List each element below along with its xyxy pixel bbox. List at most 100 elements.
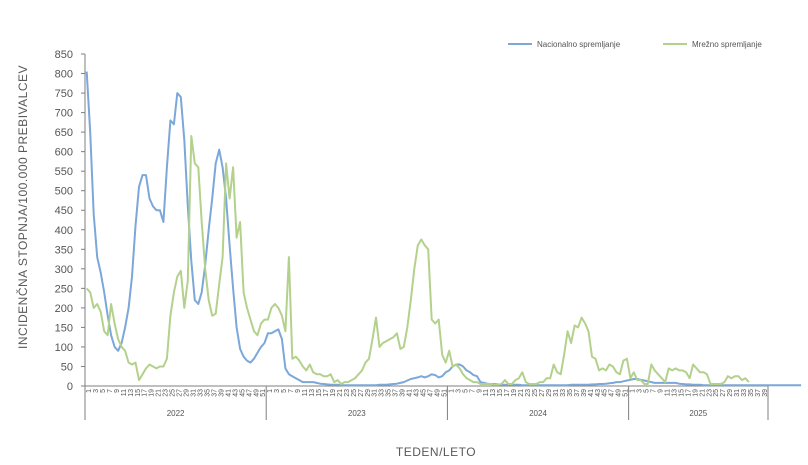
series-line-nacionalno [85,71,802,387]
x-tick-label: 7 [469,389,476,393]
x-tick-label: 13 [490,389,497,397]
x-tick-label: 37 [393,389,400,397]
x-axis-title: TEDEN/LETO [396,445,476,459]
y-tick-label: 600 [55,147,73,159]
x-tick-label: 43 [595,389,602,397]
x-tick-label: 27 [720,389,727,397]
y-tick-label: 750 [55,88,73,100]
x-tick-label: 47 [427,389,434,397]
y-axis-title: INCIDENČNA STOPNJA/100.000 PREBIVALCEV [15,65,30,349]
x-tick-label: 43 [232,389,239,397]
y-tick-label: 450 [55,205,73,217]
x-tick-label: 45 [239,389,246,397]
x-tick-label: 41 [225,389,232,397]
y-tick-label: 850 [55,49,73,61]
year-label: 2022 [167,409,185,418]
x-tick-label: 31 [191,389,198,397]
x-tick-label: 39 [218,389,225,397]
y-axis: 0 50 100 150 200 250 300 350 400 450 500 550 600 650 7… [55,49,86,393]
x-tick-label: 19 [511,389,518,397]
x-tick-label: 7 [107,389,114,393]
x-tick-label: 23 [706,389,713,397]
y-tick-label: 550 [55,166,73,178]
x-tick-label: 3 [455,389,462,393]
x-tick-label: 39 [762,389,769,397]
x-tick-label: 15 [678,389,685,397]
x-tick-label: 39 [581,389,588,397]
x-tick-label: 25 [351,389,358,397]
x-tick-label: 9 [295,389,302,393]
x-tick-label: 49 [616,389,623,397]
x-tick-label: 3 [637,389,644,393]
y-tick-label: 650 [55,127,73,139]
x-tick-label: 35 [567,389,574,397]
x-tick-label: 27 [177,389,184,397]
x-tick-label: 9 [114,389,121,393]
x-tick-label: 1 [86,389,93,393]
y-tick-label: 400 [55,225,73,237]
x-tick-label: 5 [100,389,107,393]
x-tick-label: 9 [476,389,483,393]
x-tick-label: 17 [685,389,692,397]
x-tick-label: 17 [323,389,330,397]
x-tick-label: 37 [211,389,218,397]
x-tick-label: 35 [748,389,755,397]
x-tick-label: 35 [204,389,211,397]
x-tick-label: 49 [434,389,441,397]
x-tick-label: 29 [365,389,372,397]
x-tick-label: 51 [441,389,448,397]
x-tick-label: 1 [630,389,637,393]
x-tick-label: 45 [602,389,609,397]
x-tick-label: 7 [651,389,658,393]
x-tick-label: 47 [609,389,616,397]
y-tick-label: 150 [55,322,73,334]
x-tick-label: 9 [657,389,664,393]
x-tick-label: 31 [553,389,560,397]
x-tick-label: 5 [462,389,469,393]
y-tick-label: 500 [55,186,73,198]
x-tick-label: 41 [588,389,595,397]
x-tick-label: 1 [267,389,274,393]
x-tick-label: 31 [734,389,741,397]
x-tick-label: 23 [163,389,170,397]
x-axis: 1 3 5 7 9 11 13 15 17 19 21 23 25 27 29 31 33 35 37 39 41 43 4… [84,385,769,420]
x-tick-label: 5 [281,389,288,393]
x-tick-label: 11 [664,389,671,396]
x-tick-label: 3 [93,389,100,393]
x-tick-label: 3 [274,389,281,393]
x-tick-label: 19 [149,389,156,397]
x-tick-label: 17 [504,389,511,397]
y-tick-label: 0 [67,381,73,393]
x-tick-label: 15 [316,389,323,397]
x-tick-label: 33 [741,389,748,397]
x-tick-label: 37 [574,389,581,397]
y-tick-label: 250 [55,283,73,295]
y-tick-label: 100 [55,342,73,354]
x-tick-label: 25 [170,389,177,397]
x-tick-label: 21 [518,389,525,397]
x-tick-label: 41 [407,389,414,397]
x-tick-label: 23 [344,389,351,397]
x-tick-label: 21 [156,389,163,397]
year-label: 2024 [529,409,547,418]
x-tick-label: 5 [644,389,651,393]
year-label: 2025 [689,409,707,418]
x-tick-label: 19 [330,389,337,397]
y-tick-label: 200 [55,303,73,315]
x-tick-label: 15 [135,389,142,397]
x-tick-label: 13 [671,389,678,397]
x-tick-label: 29 [727,389,734,397]
x-tick-label: 1 [448,389,455,393]
year-label: 2023 [348,409,366,418]
x-tick-label: 17 [142,389,149,397]
x-tick-label: 33 [560,389,567,397]
x-tick-label: 11 [121,389,128,396]
series-lines [85,71,802,387]
x-tick-label: 39 [400,389,407,397]
x-tick-label: 13 [309,389,316,397]
x-tick-label: 51 [260,389,267,397]
x-tick-label: 25 [713,389,720,397]
x-tick-label: 19 [692,389,699,397]
